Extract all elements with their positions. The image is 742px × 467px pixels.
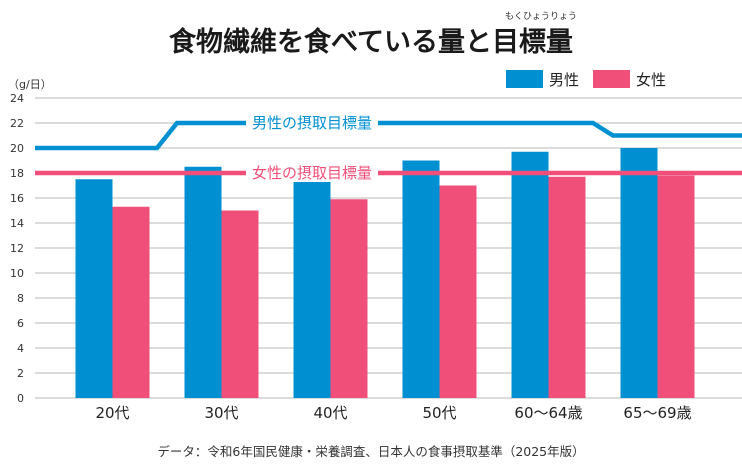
bar-female-0	[112, 206, 150, 398]
bar-male-2	[293, 169, 331, 398]
y-tick-label: 24	[10, 92, 24, 105]
legend-swatch-female	[593, 70, 630, 88]
legend: 男性 女性	[506, 70, 666, 89]
source-note: データ：令和6年国民健康・栄養調査、日本人の食事摂取基準（2025年版）	[157, 444, 584, 459]
y-tick-label: 22	[10, 117, 24, 130]
male-target-label: 男性の摂取目標量	[252, 114, 372, 132]
chart-title: 食物繊維を食べている量と目標量	[169, 26, 573, 58]
legend-swatch-male	[506, 70, 543, 88]
bar-female-5	[657, 175, 695, 398]
bar-male-3	[402, 160, 440, 398]
y-tick-label: 12	[10, 242, 24, 255]
y-axis-unit: （g/日）	[8, 78, 52, 91]
y-tick-label: 2	[17, 367, 24, 380]
x-category-label: 30代	[204, 404, 238, 422]
legend-label-male: 男性	[549, 71, 579, 89]
target-lines: 男性の摂取目標量 女性の摂取目標量	[35, 114, 742, 182]
y-tick-label: 6	[17, 317, 24, 330]
y-tick-label: 16	[10, 192, 24, 205]
bar-male-1	[184, 166, 222, 398]
bar-male-5	[620, 148, 658, 398]
bar-female-1	[221, 210, 259, 398]
y-tick-label: 18	[10, 167, 24, 180]
y-tick-label: 8	[17, 292, 24, 305]
bar-male-4	[511, 151, 549, 398]
chart-title-ruby: もくひょうりょう	[505, 11, 577, 22]
male-target-line	[35, 120, 742, 151]
bar-male-0	[75, 179, 113, 398]
legend-label-female: 女性	[636, 71, 666, 89]
x-category-label: 65〜69歳	[623, 404, 691, 422]
x-axis-labels: 20代 30代 40代 50代 60〜64歳 65〜69歳	[95, 404, 691, 422]
bars	[75, 148, 695, 398]
x-category-label: 50代	[422, 404, 456, 422]
y-tick-label: 20	[10, 142, 24, 155]
bar-female-3	[439, 185, 477, 398]
female-target-label: 女性の摂取目標量	[252, 164, 372, 182]
male-target-label-bg	[245, 114, 379, 132]
y-tick-label: 4	[17, 342, 24, 355]
x-category-label: 40代	[313, 404, 347, 422]
y-tick-label: 0	[17, 392, 24, 405]
bar-female-4	[548, 176, 586, 398]
x-category-label: 60〜64歳	[514, 404, 582, 422]
y-tick-label: 10	[10, 267, 24, 280]
bar-female-2	[330, 199, 368, 398]
y-tick-label: 14	[10, 217, 24, 230]
female-target-label-bg	[245, 164, 379, 182]
x-category-label: 20代	[95, 404, 129, 422]
